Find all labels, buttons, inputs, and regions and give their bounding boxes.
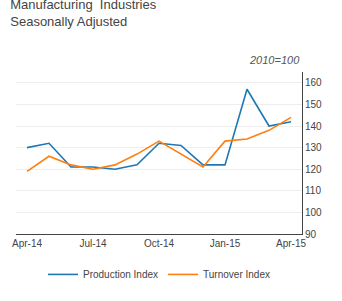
svg-text:160: 160 bbox=[305, 77, 322, 88]
svg-text:Jul-14: Jul-14 bbox=[79, 238, 107, 249]
svg-text:90: 90 bbox=[305, 229, 317, 240]
svg-text:2010=100: 2010=100 bbox=[249, 54, 300, 66]
svg-text:130: 130 bbox=[305, 142, 322, 153]
svg-text:Production Index: Production Index bbox=[83, 269, 158, 280]
svg-text:140: 140 bbox=[305, 121, 322, 132]
svg-text:Apr-14: Apr-14 bbox=[12, 238, 42, 249]
svg-text:150: 150 bbox=[305, 99, 322, 110]
svg-text:Turnover Index: Turnover Index bbox=[203, 269, 270, 280]
svg-text:120: 120 bbox=[305, 164, 322, 175]
svg-text:Jan-15: Jan-15 bbox=[210, 238, 241, 249]
svg-text:Manufacturing IndustriesSeaso: Manufacturing IndustriesSeasonally Adjus… bbox=[10, 0, 156, 29]
svg-text:110: 110 bbox=[305, 185, 321, 196]
svg-text:Oct-14: Oct-14 bbox=[144, 238, 174, 249]
svg-text:Apr-15: Apr-15 bbox=[276, 238, 306, 249]
svg-text:100: 100 bbox=[305, 207, 322, 218]
